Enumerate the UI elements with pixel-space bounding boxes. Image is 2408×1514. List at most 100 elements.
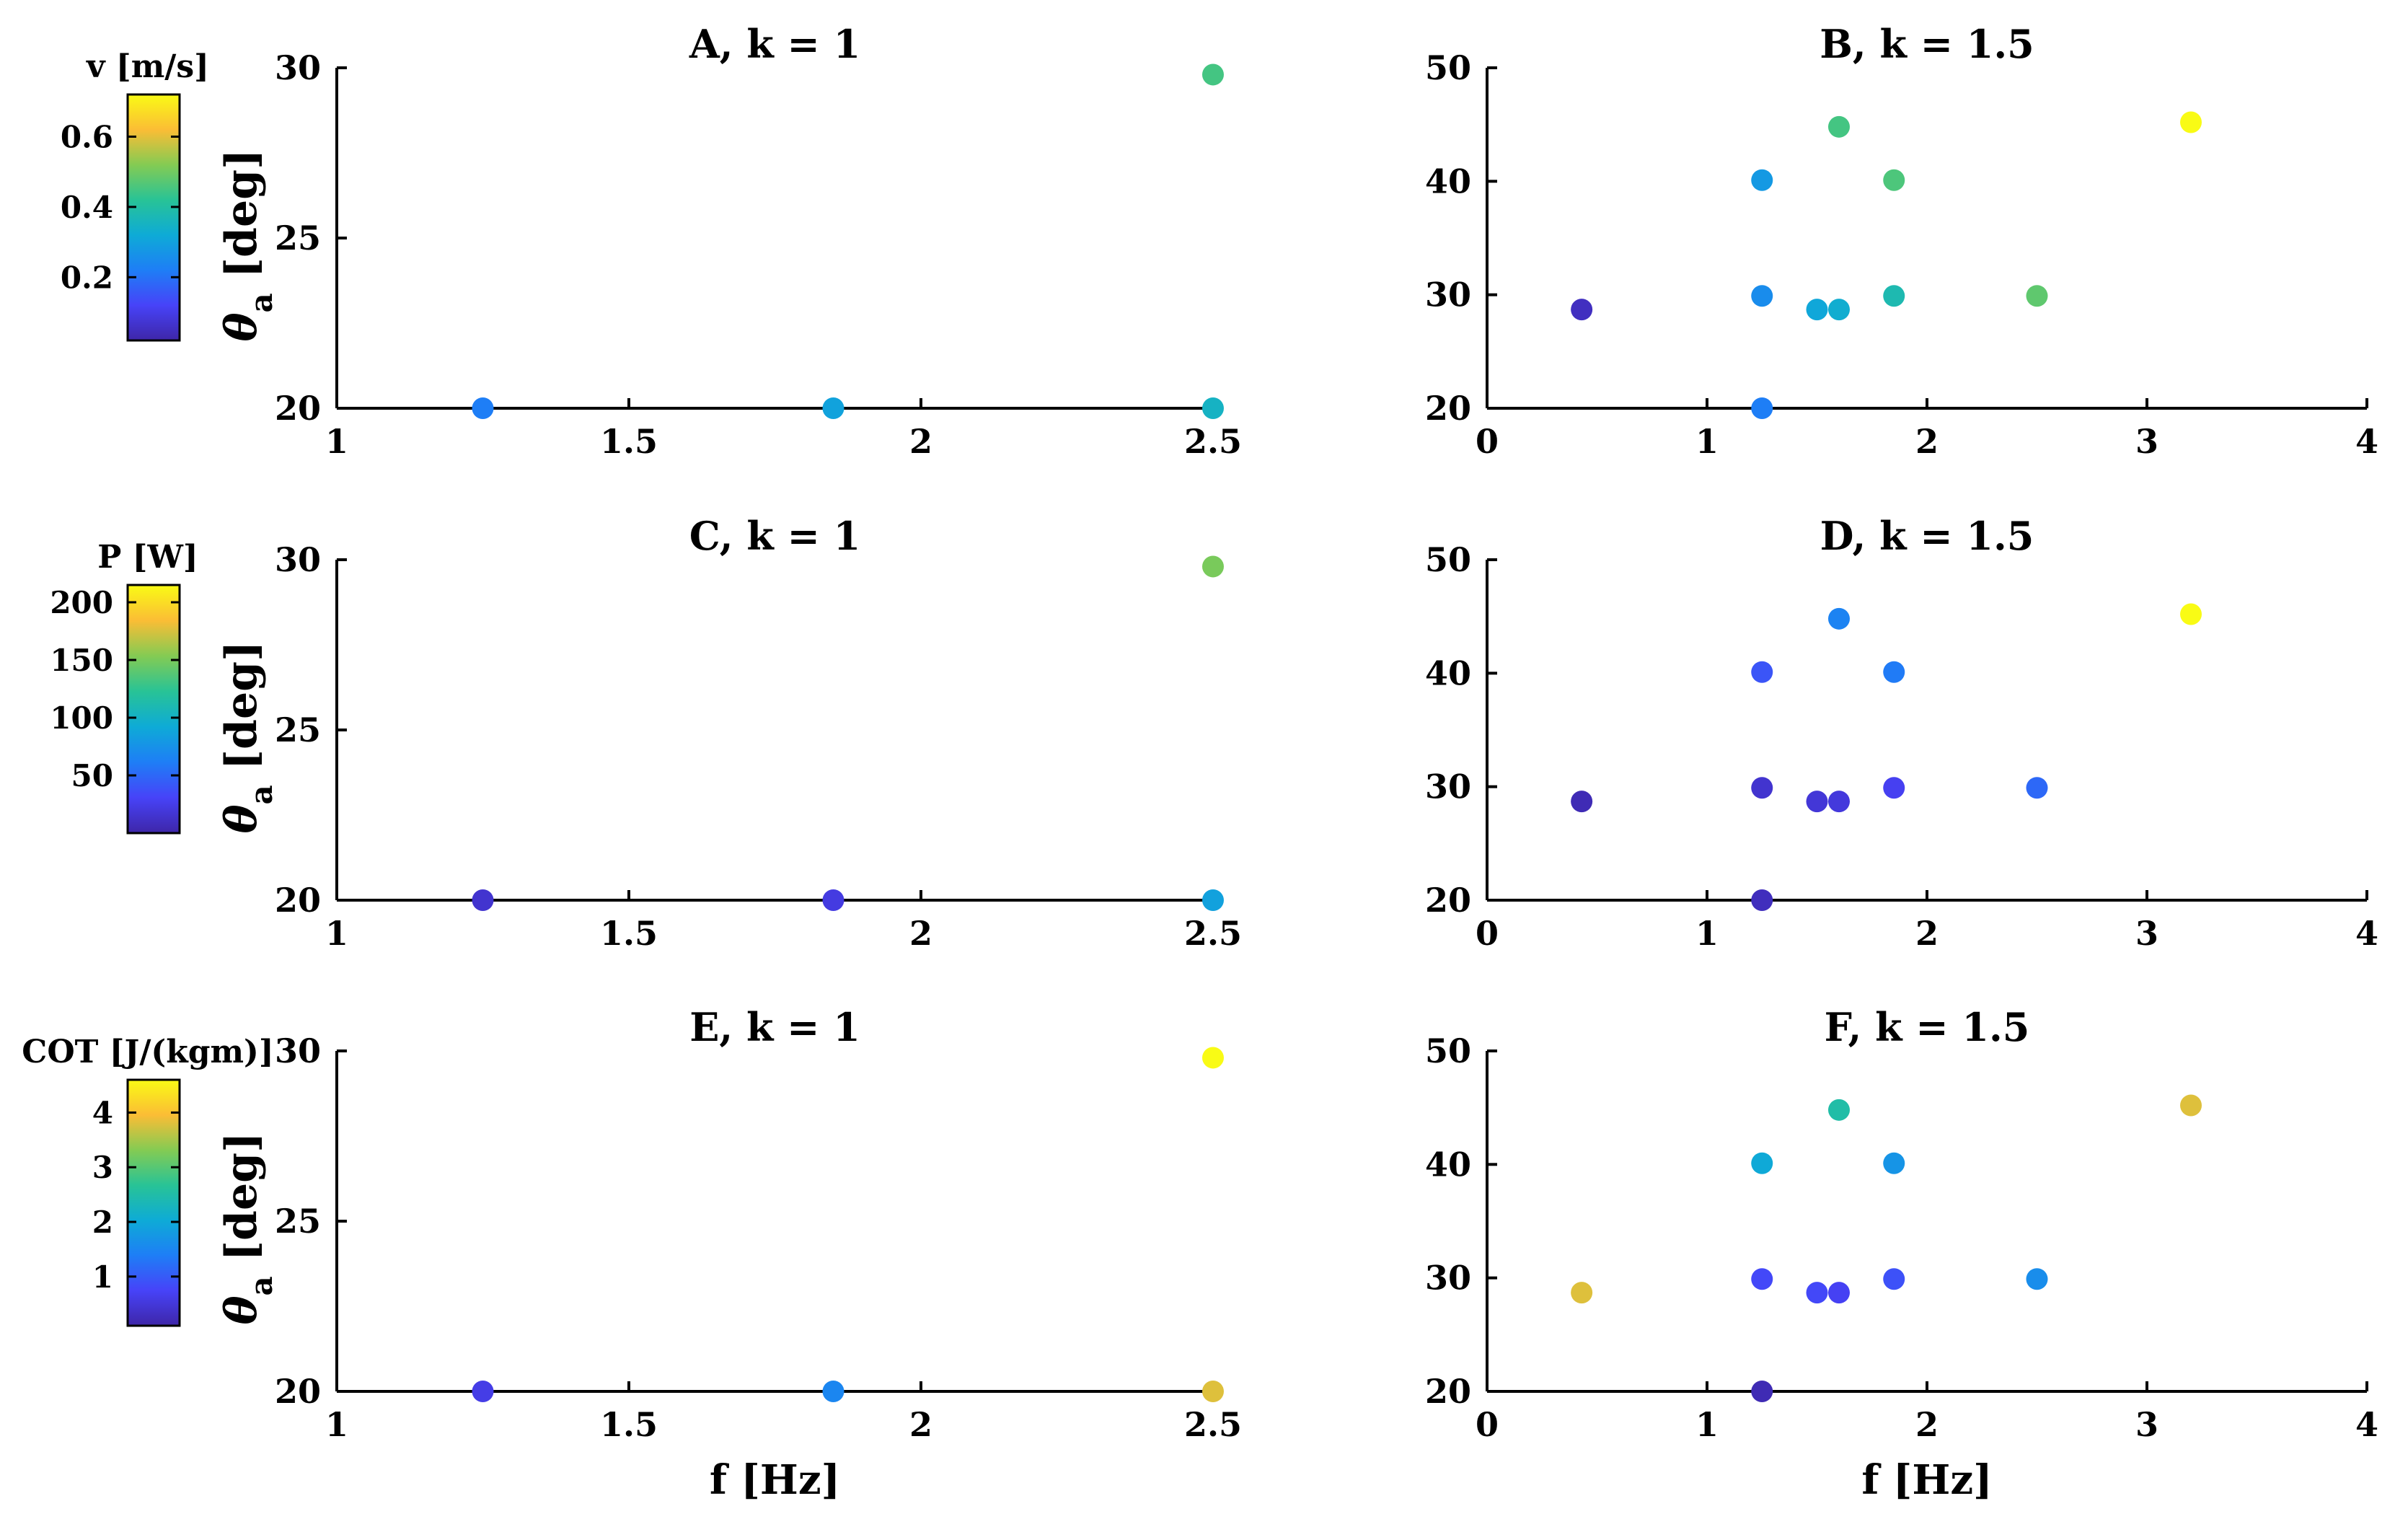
panel-D: 20 30 40 50 0 1 2 3 4 D, k = 1.5 bbox=[1425, 513, 2378, 953]
data-point bbox=[2026, 285, 2048, 307]
data-point bbox=[1202, 555, 1224, 578]
y-tick-label: 25 bbox=[275, 710, 321, 749]
data-point bbox=[2180, 1094, 2202, 1117]
y-tick-label: 20 bbox=[1425, 1372, 1471, 1411]
data-point bbox=[1828, 1282, 1850, 1304]
data-point bbox=[822, 889, 844, 911]
x-tick-label: 2 bbox=[909, 422, 932, 461]
y-tick-label: 20 bbox=[1425, 389, 1471, 428]
y-axis-label: θa [deg] bbox=[216, 1132, 279, 1325]
x-tick-label: 2 bbox=[1915, 422, 1939, 461]
data-point bbox=[2026, 777, 2048, 799]
colorbar-tick-label: 4 bbox=[92, 1095, 113, 1130]
panel-A: 20 25 30 1 1.5 2 2.5 A, k = 1 θa [deg] 0.2 0.4 0.6 v… bbox=[61, 21, 1242, 461]
data-point bbox=[1883, 661, 1905, 683]
panel-E: 20 25 30 1 1.5 2 2.5 E, k = 1 f [Hz] θa [deg] 1 2 3 4… bbox=[22, 1004, 1242, 1504]
data-point bbox=[822, 1381, 844, 1402]
data-point bbox=[822, 397, 844, 419]
colorbar-tick-label: 200 bbox=[50, 585, 113, 620]
colorbar: 50 100 150 200 P [W] bbox=[50, 539, 198, 835]
data-point bbox=[1883, 1152, 1905, 1174]
y-tick-label: 20 bbox=[275, 389, 321, 428]
data-point bbox=[1571, 791, 1593, 813]
y-tick-label: 30 bbox=[275, 1031, 321, 1070]
x-tick-label: 1 bbox=[1695, 914, 1719, 953]
colorbar-gradient bbox=[126, 584, 181, 835]
y-tick-label: 50 bbox=[1425, 48, 1471, 87]
data-point bbox=[1751, 285, 1773, 307]
y-tick-label: 30 bbox=[275, 48, 321, 87]
x-tick-label: 2 bbox=[909, 914, 932, 953]
y-tick-label: 40 bbox=[1425, 162, 1471, 201]
colorbar-tick-label: 150 bbox=[50, 643, 113, 678]
colorbar-label: COT [J/(kgm)] bbox=[22, 1034, 273, 1070]
data-point bbox=[1751, 889, 1773, 911]
y-tick-label: 25 bbox=[275, 219, 321, 258]
y-axis-label: θa [deg] bbox=[216, 641, 279, 834]
y-tick-label: 40 bbox=[1425, 1145, 1471, 1184]
data-point bbox=[2180, 603, 2202, 625]
x-axis-label: f [Hz] bbox=[710, 1456, 840, 1504]
data-point bbox=[472, 889, 494, 911]
x-tick-label: 4 bbox=[2355, 422, 2378, 461]
panel-F: 20 30 40 50 0 1 2 3 4 F, k = 1.5 f [Hz] bbox=[1425, 1004, 2378, 1504]
y-tick-label: 30 bbox=[1425, 1259, 1471, 1298]
x-tick-label: 4 bbox=[2355, 914, 2378, 953]
data-point bbox=[1751, 661, 1773, 683]
x-tick-label: 0 bbox=[1476, 422, 1499, 461]
x-tick-label: 2.5 bbox=[1184, 422, 1242, 461]
y-tick-label: 25 bbox=[275, 1202, 321, 1241]
colorbar-tick-label: 1 bbox=[92, 1259, 113, 1295]
data-point bbox=[1806, 299, 1828, 321]
data-point bbox=[1571, 299, 1593, 321]
y-tick-label: 30 bbox=[1425, 767, 1471, 806]
data-point bbox=[1571, 1282, 1593, 1304]
data-point bbox=[1202, 889, 1224, 911]
data-point bbox=[1751, 1381, 1773, 1402]
panel-C: 20 25 30 1 1.5 2 2.5 C, k = 1 θa [deg] 50 100 150 20… bbox=[50, 513, 1242, 953]
x-tick-label: 1 bbox=[1695, 1405, 1719, 1444]
chart-title: D, k = 1.5 bbox=[1820, 513, 2034, 559]
colorbar: 1 2 3 4 COT [J/(kgm)] bbox=[22, 1034, 274, 1327]
colorbar-tick-label: 0.6 bbox=[61, 119, 113, 154]
y-tick-label: 30 bbox=[1425, 276, 1471, 314]
data-point bbox=[1806, 791, 1828, 813]
x-tick-label: 0 bbox=[1476, 914, 1499, 953]
colorbar-label: P [W] bbox=[97, 539, 198, 576]
data-point bbox=[1751, 1152, 1773, 1174]
panel-B: 20 30 40 50 0 1 2 3 4 B, k = 1.5 bbox=[1425, 21, 2378, 461]
colorbar-tick-label: 3 bbox=[92, 1150, 113, 1185]
y-tick-label: 20 bbox=[1425, 881, 1471, 920]
chart-title: A, k = 1 bbox=[689, 21, 860, 67]
data-point bbox=[1883, 777, 1905, 799]
data-point bbox=[1828, 791, 1850, 813]
chart-title: E, k = 1 bbox=[689, 1004, 860, 1050]
data-point bbox=[2180, 111, 2202, 133]
y-tick-label: 50 bbox=[1425, 540, 1471, 579]
x-tick-label: 1.5 bbox=[600, 914, 658, 953]
x-tick-label: 1 bbox=[1695, 422, 1719, 461]
x-tick-label: 3 bbox=[2135, 914, 2158, 953]
colorbar-gradient bbox=[126, 1078, 181, 1327]
data-point bbox=[1202, 1047, 1224, 1069]
x-tick-label: 2 bbox=[1915, 914, 1939, 953]
x-tick-label: 2.5 bbox=[1184, 1405, 1242, 1444]
y-tick-label: 20 bbox=[275, 1372, 321, 1411]
y-axis-label: θa [deg] bbox=[216, 149, 279, 342]
data-point bbox=[472, 1381, 494, 1402]
x-tick-label: 3 bbox=[2135, 422, 2158, 461]
data-point bbox=[472, 397, 494, 419]
x-tick-label: 1.5 bbox=[600, 1405, 658, 1444]
y-tick-label: 40 bbox=[1425, 653, 1471, 692]
colorbar-tick-label: 0.4 bbox=[61, 190, 113, 225]
y-tick-label: 50 bbox=[1425, 1031, 1471, 1070]
data-point bbox=[1751, 777, 1773, 799]
x-tick-label: 1.5 bbox=[600, 422, 658, 461]
data-point bbox=[1883, 285, 1905, 307]
data-point bbox=[1883, 169, 1905, 191]
data-point bbox=[1828, 607, 1850, 630]
x-tick-label: 2.5 bbox=[1184, 914, 1242, 953]
x-tick-label: 0 bbox=[1476, 1405, 1499, 1444]
data-point bbox=[1751, 169, 1773, 191]
